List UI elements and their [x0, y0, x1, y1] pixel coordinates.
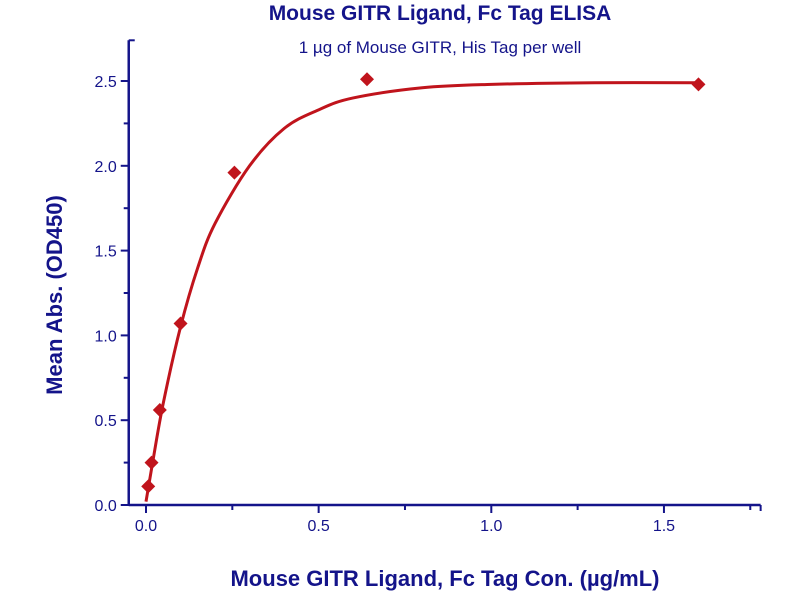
y-axis-label: Mean Abs. (OD450) — [42, 195, 67, 395]
chart-subtitle: 1 µg of Mouse GITR, His Tag per well — [299, 38, 582, 57]
y-tick-label: 0.0 — [94, 498, 116, 515]
y-tick-label: 2.0 — [94, 159, 116, 176]
data-point — [152, 403, 167, 418]
data-point — [227, 165, 242, 180]
data-points — [141, 72, 706, 494]
data-point — [691, 77, 706, 92]
fit-curve — [144, 81, 699, 502]
y-tick-label: 0.5 — [94, 413, 116, 430]
x-tick-label: 0.0 — [135, 518, 157, 535]
data-point — [144, 455, 159, 470]
fit-curve-group — [144, 81, 699, 502]
axes: 0.0 0.5 1.0 1.5 0.0 0.5 1.0 1.5 2.0 2.5 — [94, 39, 762, 535]
x-axis-label: Mouse GITR Ligand, Fc Tag Con. (µg/mL) — [230, 566, 659, 591]
data-point — [359, 72, 374, 87]
y-tick-label: 2.5 — [94, 74, 116, 91]
x-tick-label: 0.5 — [308, 518, 330, 535]
data-point — [141, 479, 156, 494]
x-tick-label: 1.5 — [653, 518, 675, 535]
data-point — [173, 316, 188, 331]
x-tick-label: 1.0 — [480, 518, 502, 535]
chart-title: Mouse GITR Ligand, Fc Tag ELISA — [269, 2, 612, 25]
y-tick-label: 1.5 — [94, 244, 116, 261]
y-tick-label: 1.0 — [94, 328, 116, 345]
